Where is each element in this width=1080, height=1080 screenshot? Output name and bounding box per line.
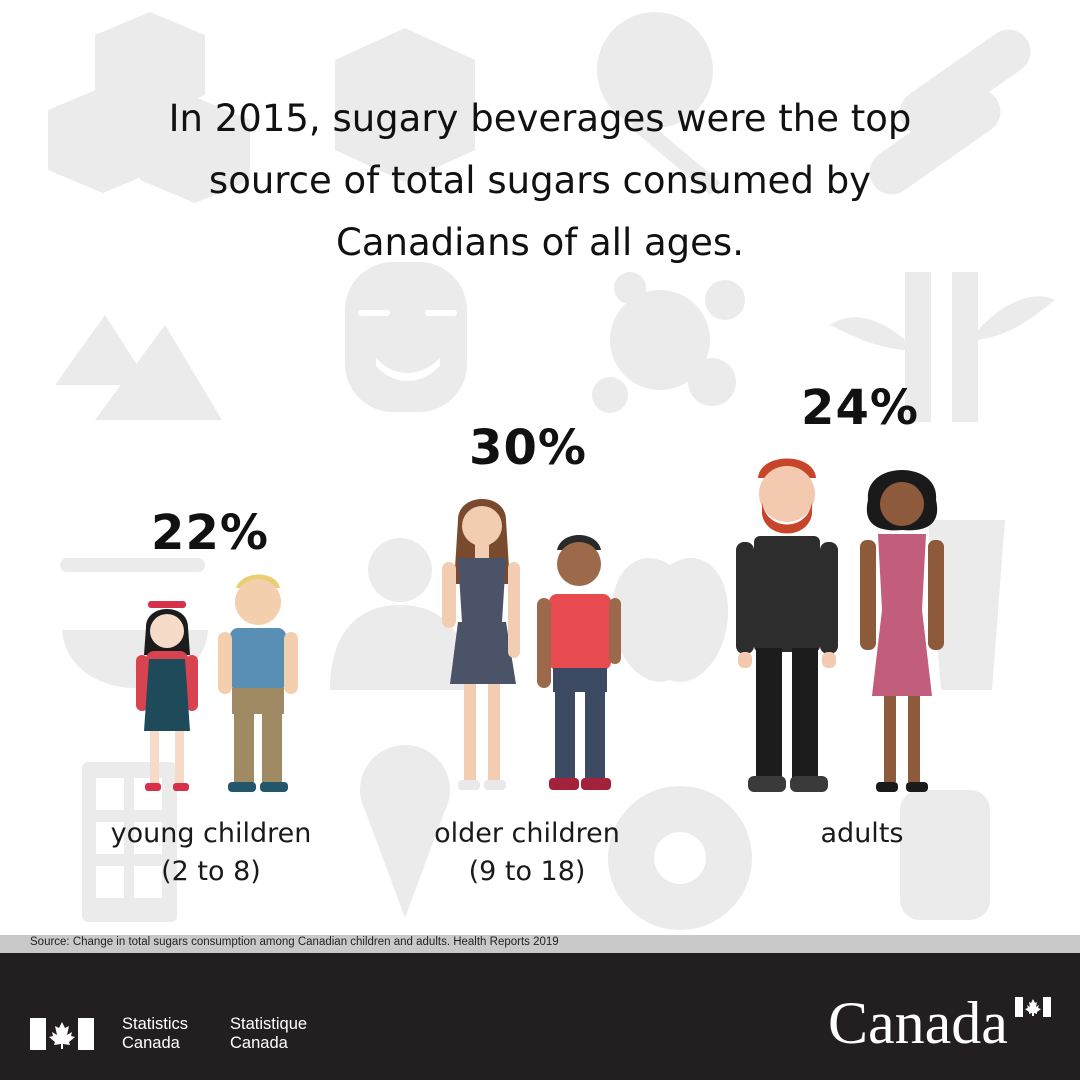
title-line: source of total sugars consumed by bbox=[208, 159, 872, 202]
canada-wordmark: Canada bbox=[828, 990, 1008, 1056]
signature-french: Statistique Canada bbox=[230, 1015, 307, 1053]
canada-flag-icon bbox=[30, 1018, 94, 1050]
source-note: Source: Change in total sugars consumpti… bbox=[30, 936, 559, 948]
title-line: In 2015, sugary beverages were the top bbox=[168, 97, 912, 140]
candy-rolls-icon bbox=[869, 29, 1031, 195]
sugar-cubes-icon bbox=[48, 12, 250, 203]
apple-icon bbox=[611, 558, 729, 682]
category-label-line: (9 to 18) bbox=[468, 856, 586, 887]
signature-line: Canada bbox=[122, 1034, 180, 1052]
sugar-cane-icon bbox=[830, 272, 1055, 422]
adult-man-illustration bbox=[736, 458, 838, 792]
signature-line: Statistics bbox=[122, 1015, 189, 1033]
splash-icon bbox=[592, 272, 745, 413]
value-label-adults: 24% bbox=[801, 380, 919, 436]
ice-cream-icon bbox=[360, 745, 450, 918]
signature-line: Statistique bbox=[230, 1015, 308, 1033]
older-boy-illustration bbox=[537, 535, 621, 790]
face-icon bbox=[345, 262, 467, 412]
adult-woman-illustration bbox=[860, 470, 944, 792]
mountains-icon bbox=[55, 315, 222, 420]
infographic-title: In 2015, sugary beverages were the top s… bbox=[90, 88, 990, 274]
value-label-young-children: 22% bbox=[151, 505, 269, 561]
title-line: Canadians of all ages. bbox=[336, 221, 744, 264]
drink-cup-icon bbox=[928, 520, 1005, 690]
category-label-line: young children bbox=[110, 818, 312, 849]
lollipop-icon bbox=[597, 12, 721, 195]
value-label-older-children: 30% bbox=[469, 420, 587, 476]
young-boy-illustration bbox=[218, 574, 298, 792]
background-icons bbox=[48, 12, 1055, 930]
young-girl-illustration bbox=[136, 601, 198, 791]
category-label-line: (2 to 8) bbox=[161, 856, 261, 887]
category-label-older-children: older children (9 to 18) bbox=[377, 815, 677, 891]
wordmark-flag-icon bbox=[1015, 997, 1051, 1017]
category-label-line: adults bbox=[820, 818, 904, 849]
category-label-young-children: young children (2 to 8) bbox=[61, 815, 361, 891]
glass-icon bbox=[900, 790, 990, 920]
signature-line: Canada bbox=[230, 1034, 288, 1052]
category-label-adults: adults bbox=[712, 815, 1012, 853]
person-icon bbox=[330, 538, 470, 690]
source-bar: Source: Change in total sugars consumpti… bbox=[0, 935, 1080, 953]
category-label-line: older children bbox=[434, 818, 620, 849]
box-icon bbox=[335, 28, 475, 182]
footer: Statistics Canada Statistique Canada Can… bbox=[0, 953, 1080, 1080]
signature-english: Statistics Canada bbox=[122, 1015, 188, 1053]
older-girl-illustration bbox=[442, 499, 520, 790]
